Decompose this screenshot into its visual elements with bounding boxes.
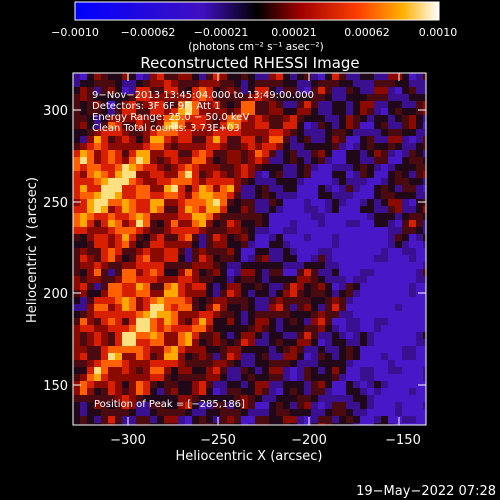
colorbar [74,1,440,21]
y-tick-label: 200 [43,287,68,302]
peak-position-label: Position of Peak = [−285,186] [94,399,245,410]
plot-frame [72,72,427,426]
info-time-range: 9−Nov−2013 13:45:04.000 to 13:49:00.000 [92,90,314,101]
colorbar-ticks: −0.0010 −0.00062 −0.00021 0.00021 0.0006… [51,26,457,39]
y-axis-label: Heliocentric Y (arcsec) [25,177,40,323]
info-detectors: Detectors: 3F 6F 9F, Att 1 [92,101,220,112]
colorbar-units: (photons cm⁻² s⁻¹ asec⁻²) [188,41,323,53]
x-tick-label: −250 [200,433,236,448]
colorbar-tick: 0.0010 [419,26,458,39]
x-tick-label: −150 [385,433,421,448]
info-clean-counts: Clean Total counts: 3.73E+03 [92,123,240,134]
info-block: 9−Nov−2013 13:45:04.000 to 13:49:00.000 … [92,90,314,134]
colorbar-tick: −0.0010 [51,26,99,39]
y-tick-marks [73,109,426,386]
x-tick-label: −300 [110,433,146,448]
image-pixels [73,73,426,425]
image-area [73,73,426,425]
y-tick-label: 150 [43,379,68,394]
y-tick-label: 300 [43,104,68,119]
y-tick-labels: 300 250 200 150 [43,104,68,394]
colorbar-tick: −0.00062 [121,26,176,39]
x-tick-label: −200 [291,433,327,448]
plot-title: Reconstructed RHESSI Image [140,54,359,72]
y-tick-label: 250 [43,196,68,211]
colorbar-tick: 0.00062 [344,26,390,39]
x-tick-marks [127,73,400,425]
colorbar-tick: 0.00021 [271,26,317,39]
x-axis-label: Heliocentric X (arcsec) [176,449,323,464]
colorbar-tick: −0.00021 [194,26,249,39]
x-tick-labels: −300 −250 −200 −150 [110,433,421,448]
info-energy-range: Energy Range: 25.0 − 50.0 keV [92,112,249,123]
timestamp: 19−May−2022 07:28 [356,484,496,499]
